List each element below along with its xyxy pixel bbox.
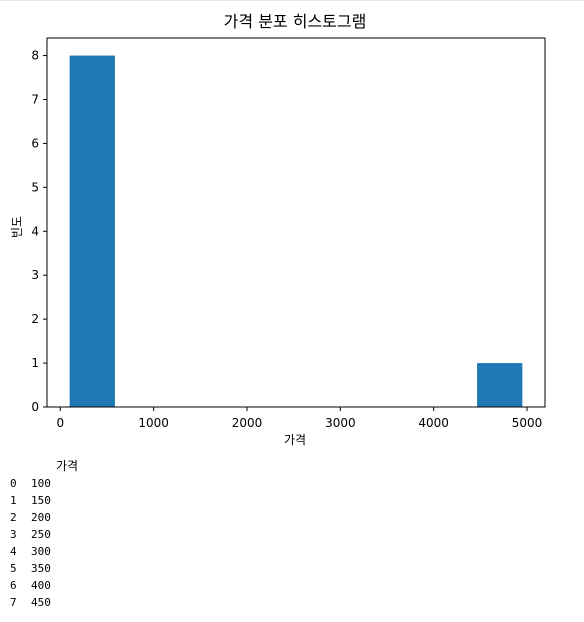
x-tick-label: 0	[56, 416, 64, 430]
row-index: 5	[10, 562, 17, 575]
y-tick-label: 4	[31, 224, 39, 238]
x-axis-label: 가격	[284, 433, 306, 447]
row-index: 2	[10, 511, 17, 524]
x-tick-label: 2000	[232, 416, 263, 430]
row-index: 0	[10, 477, 17, 490]
row-index: 1	[10, 494, 17, 507]
x-tick-label: 1000	[138, 416, 169, 430]
y-tick-label: 8	[31, 49, 39, 63]
histogram-bar-9	[477, 363, 523, 407]
y-tick-label: 1	[31, 356, 39, 370]
y-tick-label: 0	[31, 400, 39, 414]
table-row: 5 350	[0, 560, 78, 577]
table-row: 7 450	[0, 594, 78, 611]
chart-title: 가격 분포 히스토그램	[224, 12, 367, 31]
histogram-chart: 가격 분포 히스토그램 0 1000 2000 3000 4000 5000 0 1 2 3 4 5 6…	[10, 12, 546, 447]
row-value: 100	[31, 477, 51, 490]
row-value: 400	[31, 579, 51, 592]
y-tick-label: 3	[31, 268, 39, 282]
row-value: 450	[31, 596, 51, 609]
plot-area: 0 1000 2000 3000 4000 5000 0 1 2 3 4 5 6 7 8	[31, 37, 546, 430]
cell-top-border	[0, 0, 584, 1]
table-row: 4 300	[0, 543, 78, 560]
x-tick-label: 3000	[325, 416, 356, 430]
table-row: 0 100	[0, 475, 78, 492]
y-axis-label: 빈도	[10, 216, 24, 238]
row-index: 3	[10, 528, 17, 541]
row-value: 350	[31, 562, 51, 575]
index-header	[0, 458, 30, 475]
table-row: 1 150	[0, 492, 78, 509]
row-value: 250	[31, 528, 51, 541]
x-tick-label: 5000	[512, 416, 543, 430]
histogram-bar-0	[69, 55, 115, 407]
row-value: 200	[31, 511, 51, 524]
table-body: 0 100 1 150 2 200 3 250 4 300 5 350 6 400 7 450	[0, 475, 78, 611]
table-header-row: 가격	[0, 458, 78, 475]
dataframe-table: 가격 0 100 1 150 2 200 3 250 4 300 5 350 6 400 7 450	[0, 458, 78, 611]
plot-frame	[46, 37, 546, 408]
column-header: 가격	[56, 459, 79, 473]
row-index: 6	[10, 579, 17, 592]
x-tick-label: 4000	[418, 416, 449, 430]
row-index: 7	[10, 596, 17, 609]
y-tick-label: 6	[31, 136, 39, 150]
row-value: 300	[31, 545, 51, 558]
y-tick-label: 5	[31, 180, 39, 194]
table-row: 6 400	[0, 577, 78, 594]
table-row: 3 250	[0, 526, 78, 543]
row-index: 4	[10, 545, 17, 558]
table-row: 2 200	[0, 509, 78, 526]
y-tick-label: 7	[31, 93, 39, 107]
row-value: 150	[31, 494, 51, 507]
y-tick-label: 2	[31, 312, 39, 326]
